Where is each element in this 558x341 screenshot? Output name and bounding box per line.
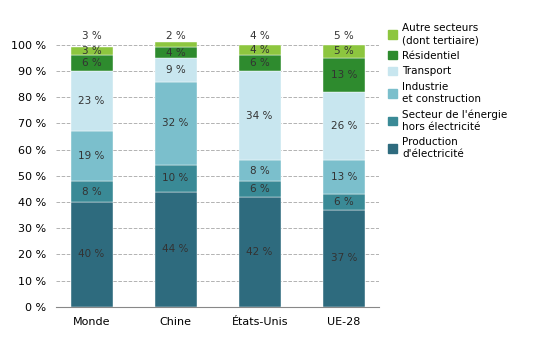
Text: 4 %: 4 %	[250, 45, 270, 55]
Bar	[155, 165, 196, 192]
Bar	[323, 45, 365, 58]
Text: 2 %: 2 %	[166, 31, 185, 41]
Text: 4 %: 4 %	[250, 31, 270, 41]
Text: 6 %: 6 %	[250, 58, 270, 68]
Text: 9 %: 9 %	[166, 65, 185, 75]
Text: 13 %: 13 %	[330, 70, 357, 80]
Text: 23 %: 23 %	[78, 96, 105, 106]
Text: 34 %: 34 %	[247, 110, 273, 121]
Text: 6 %: 6 %	[250, 184, 270, 194]
Text: 8 %: 8 %	[81, 187, 102, 197]
Text: 3 %: 3 %	[81, 46, 102, 56]
Text: 13 %: 13 %	[330, 172, 357, 182]
Bar	[239, 55, 281, 71]
Text: 4 %: 4 %	[166, 48, 185, 58]
Bar	[70, 55, 113, 71]
Text: 5 %: 5 %	[334, 46, 354, 56]
Bar	[155, 58, 196, 81]
Bar	[70, 181, 113, 202]
Bar	[70, 131, 113, 181]
Bar	[70, 71, 113, 131]
Bar	[323, 58, 365, 92]
Bar	[323, 160, 365, 194]
Text: 6 %: 6 %	[81, 58, 102, 68]
Bar	[323, 210, 365, 307]
Bar	[155, 47, 196, 58]
Bar	[239, 197, 281, 307]
Bar	[70, 202, 113, 307]
Text: 42 %: 42 %	[247, 247, 273, 257]
Text: 8 %: 8 %	[250, 166, 270, 176]
Text: 3 %: 3 %	[81, 31, 102, 41]
Bar	[239, 71, 281, 160]
Bar	[70, 47, 113, 55]
Text: 44 %: 44 %	[162, 244, 189, 254]
Text: 32 %: 32 %	[162, 118, 189, 129]
Text: 19 %: 19 %	[78, 151, 105, 161]
Bar	[323, 92, 365, 160]
Text: 40 %: 40 %	[79, 250, 105, 260]
Legend: Autre secteurs
(dont tertiaire), Résidentiel, Transport, Industrie
et constructi: Autre secteurs (dont tertiaire), Résiden…	[388, 24, 508, 159]
Text: 26 %: 26 %	[330, 121, 357, 131]
Text: 6 %: 6 %	[334, 197, 354, 207]
Bar	[155, 192, 196, 307]
Text: 37 %: 37 %	[330, 253, 357, 263]
Bar	[323, 194, 365, 210]
Text: 5 %: 5 %	[334, 31, 354, 41]
Bar	[239, 45, 281, 55]
Bar	[239, 160, 281, 181]
Bar	[239, 181, 281, 197]
Text: 10 %: 10 %	[162, 174, 189, 183]
Bar	[155, 81, 196, 165]
Bar	[155, 42, 196, 47]
